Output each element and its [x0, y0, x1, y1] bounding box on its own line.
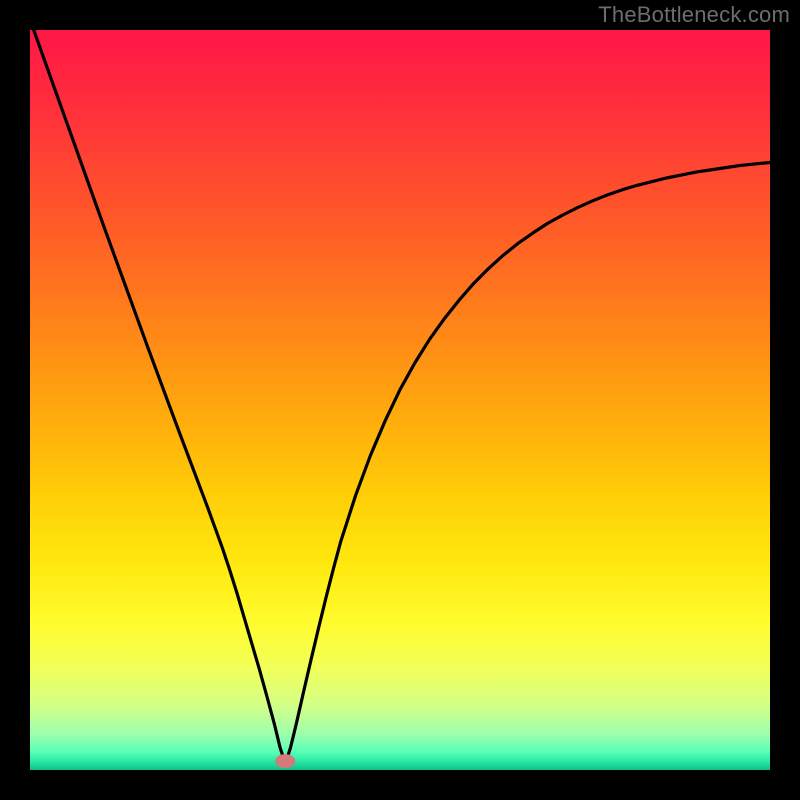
chart-frame: TheBottleneck.com	[0, 0, 800, 800]
watermark-text: TheBottleneck.com	[598, 2, 790, 28]
plot-svg	[30, 30, 770, 770]
optimal-point-marker	[275, 754, 295, 768]
gradient-background	[30, 30, 770, 770]
plot-area	[30, 30, 770, 770]
